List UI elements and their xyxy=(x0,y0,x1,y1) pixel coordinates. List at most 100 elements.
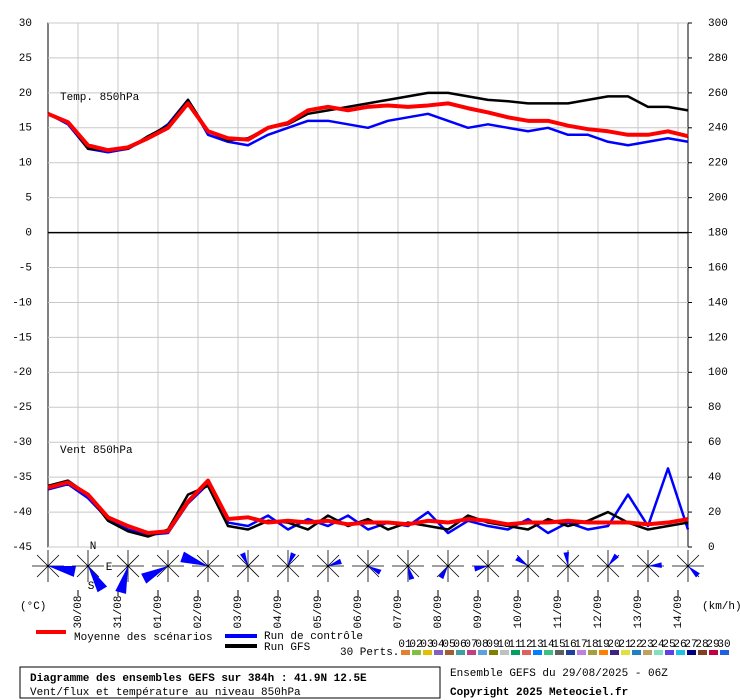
perturbation-swatch xyxy=(665,650,674,655)
perturbation-number: 05 xyxy=(442,639,455,651)
perturbation-number: 04 xyxy=(431,639,445,651)
x-tick-label: 07/09 xyxy=(393,595,405,628)
wind-rose-wedge xyxy=(239,552,248,566)
wind-rose-wedge xyxy=(608,553,619,566)
perturbation-swatch xyxy=(610,650,619,655)
perturbation-number: 18 xyxy=(585,639,598,651)
y2-tick-label: 100 xyxy=(708,367,728,379)
y2-unit: (km/h) xyxy=(702,601,740,613)
perturbation-swatch xyxy=(698,650,707,655)
y2-tick-label: 280 xyxy=(708,53,728,65)
wind-rose-wedge xyxy=(115,566,128,594)
x-tick-label: 01/09 xyxy=(153,595,165,628)
y2-tick-label: 60 xyxy=(708,437,721,449)
x-tick-label: 14/09 xyxy=(673,595,685,628)
y-tick-label: -25 xyxy=(12,402,32,414)
perturbation-number: 21 xyxy=(618,639,632,651)
perturbation-swatch xyxy=(401,650,410,655)
y-tick-label: 5 xyxy=(25,193,32,205)
y2-tick-label: 260 xyxy=(708,88,728,100)
footer-run: Ensemble GEFS du 29/08/2025 - 06Z xyxy=(450,668,668,680)
y2-tick-label: 120 xyxy=(708,332,728,344)
perturbation-swatch xyxy=(687,650,696,655)
y-tick-label: -30 xyxy=(12,437,32,449)
perturbation-number: 25 xyxy=(662,639,675,651)
y-tick-label: 20 xyxy=(19,88,32,100)
x-tick-label: 05/09 xyxy=(313,595,325,628)
y2-tick-label: 180 xyxy=(708,228,728,240)
perturbation-number: 29 xyxy=(706,639,719,651)
x-tick-label: 03/09 xyxy=(233,595,245,628)
perturbation-number: 16 xyxy=(563,639,576,651)
y-tick-label: 0 xyxy=(25,228,32,240)
perturbation-number: 20 xyxy=(607,639,620,651)
wind-rose-wedge xyxy=(688,566,700,578)
y2-tick-label: 20 xyxy=(708,507,721,519)
wind-rose-wedge xyxy=(180,551,208,566)
wind-rose-wedge xyxy=(141,566,168,584)
wind-rose-wedge xyxy=(515,555,528,566)
y-tick-label: -40 xyxy=(12,507,32,519)
perturbation-swatch xyxy=(500,650,509,655)
perturbation-number: 01 xyxy=(398,639,412,651)
perturbation-number: 12 xyxy=(519,639,532,651)
perturbation-number: 10 xyxy=(497,639,510,651)
y2-tick-label: 240 xyxy=(708,123,728,135)
perturbation-swatch xyxy=(445,650,454,655)
wind-rose-wedge xyxy=(328,558,342,566)
y-tick-label: 10 xyxy=(19,158,32,170)
perturbation-number: 11 xyxy=(508,639,522,651)
x-tick-label: 11/09 xyxy=(553,595,565,628)
y-tick-label: -35 xyxy=(12,472,32,484)
perturbation-swatch xyxy=(555,650,564,655)
x-tick-label: 06/09 xyxy=(353,595,365,628)
perturbation-swatch xyxy=(621,650,630,655)
perturbation-number: 06 xyxy=(453,639,466,651)
wind-rose-wedge xyxy=(563,552,569,566)
perturbation-swatch xyxy=(643,650,652,655)
perturbation-number: 17 xyxy=(574,639,587,651)
wind-rose-wedge xyxy=(474,566,488,572)
y2-tick-label: 40 xyxy=(708,472,721,484)
y2-tick-label: 220 xyxy=(708,158,728,170)
y-tick-label: -45 xyxy=(12,542,32,554)
compass-label: S xyxy=(88,581,95,593)
y-unit: (°C) xyxy=(20,601,46,613)
legend-label: Moyenne des scénarios xyxy=(74,632,213,644)
y-tick-label: -10 xyxy=(12,297,32,309)
perturbation-number: 27 xyxy=(684,639,697,651)
perturbation-number: 14 xyxy=(541,639,555,651)
perturbation-number: 08 xyxy=(475,639,488,651)
x-tick-label: 04/09 xyxy=(273,595,285,628)
perturbation-swatch xyxy=(423,650,432,655)
compass-label: E xyxy=(106,562,113,574)
x-tick-label: 30/08 xyxy=(73,595,85,628)
y2-tick-label: 300 xyxy=(708,18,728,30)
y2-tick-label: 160 xyxy=(708,262,728,274)
footer-subtitle: Vent/flux et température au niveau 850hP… xyxy=(30,687,301,699)
y2-tick-label: 0 xyxy=(708,542,715,554)
x-tick-label: 08/09 xyxy=(433,595,445,628)
perturbation-swatch xyxy=(478,650,487,655)
series-line xyxy=(47,478,689,536)
y2-tick-label: 80 xyxy=(708,402,721,414)
perturbation-number: 15 xyxy=(552,639,565,651)
perturbation-swatch xyxy=(577,650,586,655)
perturbation-number: 24 xyxy=(651,639,665,651)
y2-tick-label: 200 xyxy=(708,193,728,205)
y-tick-label: 30 xyxy=(19,18,32,30)
perturbation-swatch xyxy=(522,650,531,655)
perturbation-swatch xyxy=(544,650,553,655)
perturbation-number: 23 xyxy=(640,639,653,651)
wind-rose-wedge xyxy=(408,566,415,580)
perturbation-swatch xyxy=(412,650,421,655)
perturbation-swatch xyxy=(511,650,520,655)
perturbation-swatch xyxy=(654,650,663,655)
perturbation-number: 26 xyxy=(673,639,686,651)
x-tick-label: 12/09 xyxy=(593,595,605,628)
legend-label: Run de contrôle xyxy=(264,631,363,643)
perturbation-swatch xyxy=(489,650,498,655)
compass-label: N xyxy=(90,541,97,553)
perturbation-swatch xyxy=(720,650,729,655)
